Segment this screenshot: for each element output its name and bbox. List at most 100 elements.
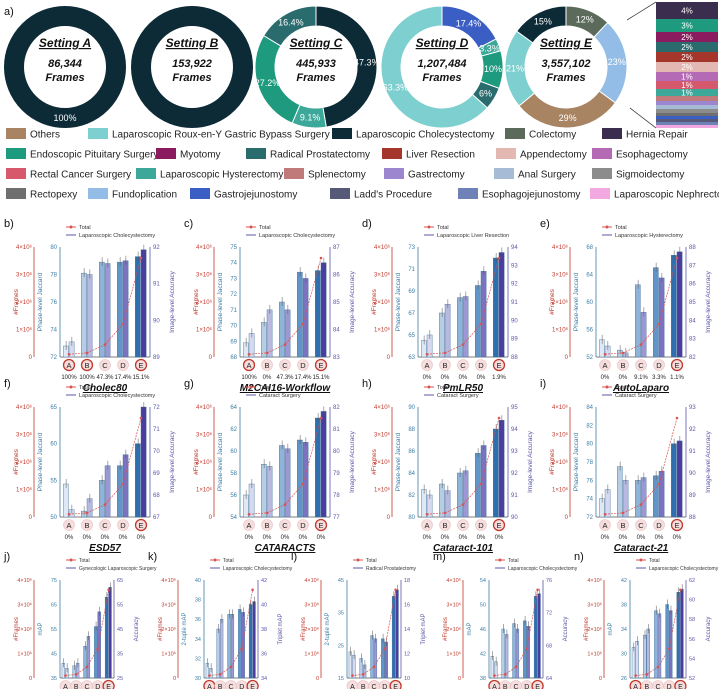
bar-d-1	[117, 465, 123, 518]
category-marker	[242, 358, 256, 372]
bar-e-1	[248, 604, 253, 679]
donut-frame-count: 445,933	[295, 58, 336, 70]
left-axis-title: #Frames	[584, 617, 590, 641]
category-marker	[599, 359, 611, 371]
legend-swatch-splenectomy	[284, 168, 304, 179]
legend-total-label: Total	[79, 558, 90, 564]
bar-c-1	[635, 284, 641, 358]
category-percent: 0%	[441, 375, 450, 381]
mid-tick-label: 60	[50, 442, 57, 448]
category-marker	[531, 679, 544, 689]
legend-swatch-radical-prostatectomy	[246, 148, 266, 159]
total-frames-point	[493, 674, 496, 677]
mid-tick-label: 46	[480, 627, 486, 633]
category-label: A	[633, 684, 638, 689]
legend-series-label: Gynecologic Laparoscopic Surgery	[79, 566, 157, 572]
total-frames-point	[74, 673, 78, 676]
left-tick-label: 3×10⁶	[552, 432, 569, 439]
category-label: A	[424, 521, 429, 530]
right-tick-label: 91	[689, 449, 696, 455]
category-marker	[492, 358, 506, 372]
category-marker	[261, 519, 273, 531]
legend-label: Hernia Repair	[626, 130, 688, 141]
panel-title: ESD57	[89, 543, 121, 554]
category-percent: 0%	[601, 375, 610, 381]
mid-tick-label: 38	[195, 598, 201, 604]
left-tick-label: 1×10⁶	[446, 651, 461, 658]
category-marker	[99, 519, 111, 531]
total-frames-point	[603, 512, 607, 516]
mid-tick-label: 36	[195, 617, 201, 623]
category-percent: 0%	[601, 535, 610, 541]
total-frames-point	[103, 503, 107, 506]
right-tick-label: 89	[689, 493, 696, 499]
right-axis-title: Triplet mAP	[421, 613, 427, 644]
bar-a-1	[243, 494, 249, 518]
legend-total-marker	[356, 558, 360, 562]
left-tick-label: 1×10⁶	[196, 487, 213, 494]
bar-e-1	[493, 257, 499, 358]
mid-tick-label: 64	[586, 273, 593, 279]
left-tick-label: 4×10⁶	[374, 404, 391, 411]
right-tick-label: 81	[333, 427, 340, 433]
right-tick-label: 90	[153, 318, 160, 324]
category-marker	[134, 358, 148, 372]
right-tick-label: 84	[689, 318, 696, 324]
legend-total-marker	[69, 225, 73, 229]
bar-c-1	[279, 445, 285, 518]
panel-cholec80-cvs: m) 0 1×10⁶ 2×10⁶ 3×10⁶ 4×10⁶ 38 42 46 50 54 64 68 72 7…	[433, 551, 578, 689]
bar-a-2	[65, 668, 69, 679]
right-tick-label: 68	[546, 643, 552, 649]
total-frames-point	[656, 665, 660, 669]
total-frames-point	[319, 416, 323, 420]
category-percent: 100%	[61, 375, 77, 381]
right-axis-title: Image-level Accuracy	[169, 270, 176, 333]
left-tick-label: 4×10⁶	[196, 404, 213, 411]
right-tick-label: 77	[333, 515, 340, 521]
legend-total-marker	[69, 558, 73, 562]
donut-slice-label: 10%	[484, 64, 502, 74]
mid-tick-label: 32	[195, 656, 201, 662]
category-label: D	[382, 684, 387, 689]
category-marker	[243, 519, 255, 531]
legend-label: Others	[30, 130, 60, 141]
legend-swatch-laparoscopic-roux-en-y-gastric-bypass-surgery	[88, 128, 108, 139]
panel-label: m)	[433, 551, 446, 563]
donut-slice-laparoscopic-cholecystectomy	[515, 5, 567, 44]
bar-b-2	[75, 663, 80, 679]
breakdown-segment-label: 2%	[681, 63, 693, 72]
left-tick-label: 1×10⁶	[16, 487, 33, 494]
donut-title: Setting B	[166, 36, 219, 50]
legend-label: Anal Surgery	[518, 170, 576, 181]
category-label: B	[84, 521, 89, 530]
category-percent: 0%	[619, 535, 628, 541]
donut-slice-label: 63.3%	[383, 83, 409, 93]
right-tick-label: 14	[404, 627, 410, 633]
total-frames-point	[64, 674, 67, 677]
total-frames-point	[645, 673, 649, 676]
bar-a-2	[352, 654, 356, 679]
donut-slice-laparoscopic-cholecystectomy	[4, 6, 126, 128]
legend-total-label: Total	[79, 225, 91, 231]
category-label: B	[84, 361, 89, 370]
mid-tick-label: 55	[50, 478, 57, 484]
left-tick-label: 2×10⁶	[161, 626, 176, 633]
right-tick-label: 91	[153, 282, 160, 288]
mid-tick-label: 35	[338, 611, 344, 617]
right-axis-title: Image-level Accuracy	[349, 270, 356, 333]
right-tick-label: 12	[404, 652, 410, 658]
legend-swatch-fundoplication	[88, 188, 108, 199]
total-frames-point	[525, 647, 529, 650]
bar-a-1	[63, 345, 69, 358]
total-frames-line	[65, 589, 109, 676]
bar-e-2	[140, 406, 147, 518]
donut-title: Setting A	[39, 36, 91, 50]
panel-label: k)	[148, 551, 157, 563]
category-percent: 0%	[423, 535, 432, 541]
breakdown-segment-gastrojejunostomy	[656, 116, 718, 119]
category-marker	[63, 519, 75, 531]
bar-c-1	[457, 297, 463, 358]
panel-cholec80: b) 0 1×10⁶ 2×10⁶ 3×10⁶ 4×10⁶ 72 74 76 78 80 89 90 91 9…	[4, 218, 176, 394]
category-label: D	[300, 521, 306, 530]
category-label: B	[644, 684, 649, 689]
